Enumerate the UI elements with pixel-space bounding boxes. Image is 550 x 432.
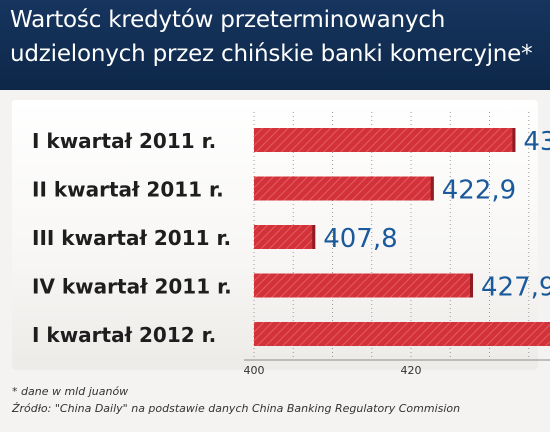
category-label: IV kwartał 2011 r.	[32, 275, 232, 299]
bar	[254, 225, 316, 249]
category-label: III kwartał 2011 r.	[32, 226, 231, 250]
bar-end-cap	[470, 273, 474, 298]
bar-end-cap	[312, 225, 316, 249]
value-label: 407,8	[323, 224, 397, 254]
category-label: I kwartał 2012 r.	[32, 323, 216, 347]
chart-title-line-2: udzielonych przez chińskie banki komercy…	[10, 41, 533, 67]
bar-end-cap	[430, 176, 434, 201]
bar	[254, 176, 434, 201]
value-label: 427,9	[481, 273, 550, 303]
x-tick-label: 400	[244, 364, 265, 377]
bar	[254, 322, 550, 346]
bar	[254, 273, 474, 298]
value-label: 422,9	[442, 176, 516, 206]
category-label: I kwartał 2011 r.	[32, 129, 216, 153]
category-label: II kwartał 2011 r.	[32, 178, 224, 202]
chart-title-line-1: Wartośc kredytów przeterminowanych	[10, 7, 446, 33]
value-label: 433,3	[523, 127, 550, 157]
bar-end-cap	[512, 128, 516, 152]
footnote-unit: * dane w mld juanów	[12, 385, 129, 398]
footnote-source: Źródło: "China Daily" na podstawie danyc…	[12, 402, 461, 415]
x-tick-label: 420	[401, 364, 422, 377]
bar	[254, 128, 516, 152]
chart-header: Wartośc kredytów przeterminowanych udzie…	[0, 0, 550, 90]
